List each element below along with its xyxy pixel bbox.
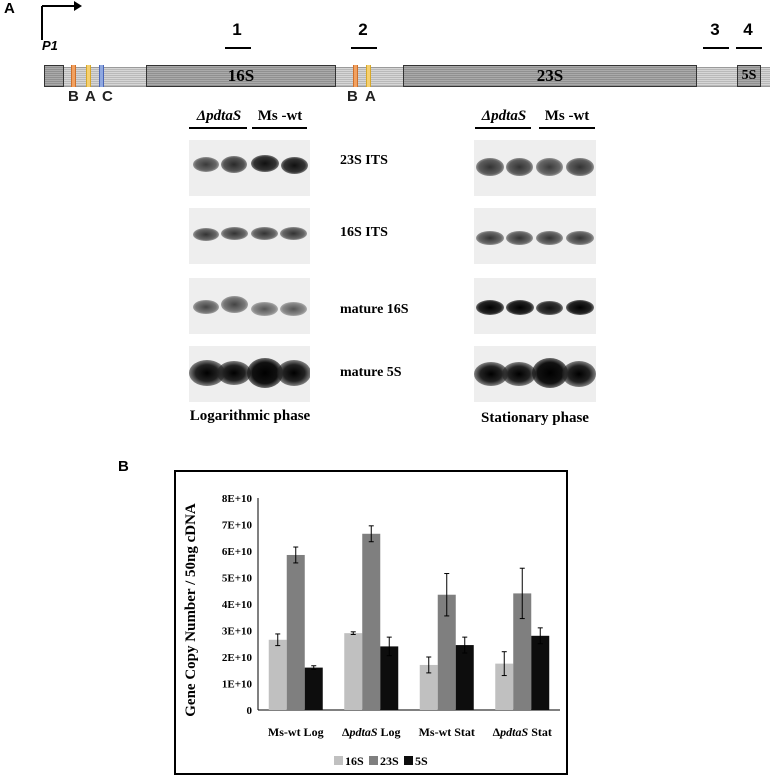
chart-frame: Gene Copy Number / 50ng cDNA 0 1E+10 2E+10… [174,470,568,775]
x-category-label: ΔpdtaS Stat [493,725,552,739]
y-tick-label: 8E+10 [222,493,253,505]
segment-bar-2 [351,47,377,49]
segment-bar-1 [225,47,251,49]
segment-number-1: 1 [232,20,242,39]
blot-stat-23s-its [474,140,596,196]
bar-16s [495,663,514,710]
blot-log-mature-5s [189,346,310,402]
x-category-label: Ms-wt Stat [419,725,475,739]
y-tick-label: 1E+10 [222,679,253,691]
legend-label-5s: 5S [415,754,428,768]
y-tick-label: 4E+10 [222,599,253,611]
blot-log-23s-its [189,140,310,196]
log-strain2-label: Ms -wt [257,108,303,124]
panel-b-label: B [118,458,129,475]
stat-strain2-label: Ms -wt [544,108,590,124]
panel-a-label: A [4,0,15,17]
legend-label-23s: 23S [380,754,399,768]
stat-strain1-line [475,127,531,129]
log-strain2-line [252,127,307,129]
legend-label-16s: 16S [345,754,364,768]
row-label-23s-its: 23S ITS [340,153,388,168]
bar-23s [286,554,305,710]
y-tick-label: 2E+10 [222,652,253,664]
blot-stat-mature-5s [474,346,596,402]
bar-5s [304,667,323,710]
blot-log-mature-16s [189,278,310,334]
bar-16s [419,664,438,710]
bar-5s [455,645,474,710]
box-a-stripe-1 [86,65,91,87]
bar-chart: Gene Copy Number / 50ng cDNA 0 1E+10 2E+10… [183,493,560,768]
y-axis-label: Gene Copy Number / 50ng cDNA [183,503,199,717]
row-label-mature-16s: mature 16S [340,302,409,317]
bar-5s [531,635,550,710]
rrna-box-5s: 5S [737,65,761,87]
box-letter-c-1: C [102,88,113,105]
y-tick-label: 3E+10 [222,626,253,638]
log-strain1-line [189,127,247,129]
legend-swatch-16s [334,756,343,765]
rrna-box-16s: 16S [146,65,336,87]
legend-swatch-5s [404,756,413,765]
log-strain1-label: ΔpdtaS [196,108,242,124]
segment-number-4: 4 [743,20,753,39]
bar-16s [344,633,363,710]
segment-number-3: 3 [710,20,720,39]
legend-swatch-23s [369,756,378,765]
box-a-stripe-2 [366,65,371,87]
box-letter-a-2: A [365,88,376,105]
stat-strain2-line [539,127,595,129]
y-tick-label: 0 [247,705,253,717]
box-b-stripe-2 [353,65,358,87]
blot-stat-mature-16s [474,278,596,334]
box-letter-b-1: B [68,88,79,105]
segment-number-2: 2 [358,20,368,39]
blot-stat-16s-its [474,208,596,264]
x-category-label: ΔpdtaS Log [342,725,401,739]
y-tick-label: 6E+10 [222,546,253,558]
row-label-16s-its: 16S ITS [340,225,388,240]
segment-bar-3 [703,47,729,49]
row-label-mature-5s: mature 5S [340,365,402,380]
box-c-stripe-1 [99,65,104,87]
leader-box [44,65,64,87]
bar-23s [513,593,532,710]
box-b-stripe-1 [71,65,76,87]
stat-strain1-label: ΔpdtaS [481,108,527,124]
box-letter-b-2: B [347,88,358,105]
bar-5s [380,646,399,710]
rrna-box-23s: 23S [403,65,697,87]
segment-bar-4 [736,47,762,49]
box-letter-a-1: A [85,88,96,105]
promoter-arrow-icon [41,1,82,40]
x-category-label: Ms-wt Log [268,725,324,739]
bar-16s [268,639,287,710]
promoter-label: P1 [42,38,58,53]
y-tick-label: 7E+10 [222,520,253,532]
y-tick-label: 5E+10 [222,573,253,585]
log-phase-label: Logarithmic phase [189,408,311,424]
stat-phase-label: Stationary phase [481,410,589,426]
blot-log-16s-its [189,208,310,264]
bar-23s [362,533,381,710]
bar-23s [437,594,456,710]
